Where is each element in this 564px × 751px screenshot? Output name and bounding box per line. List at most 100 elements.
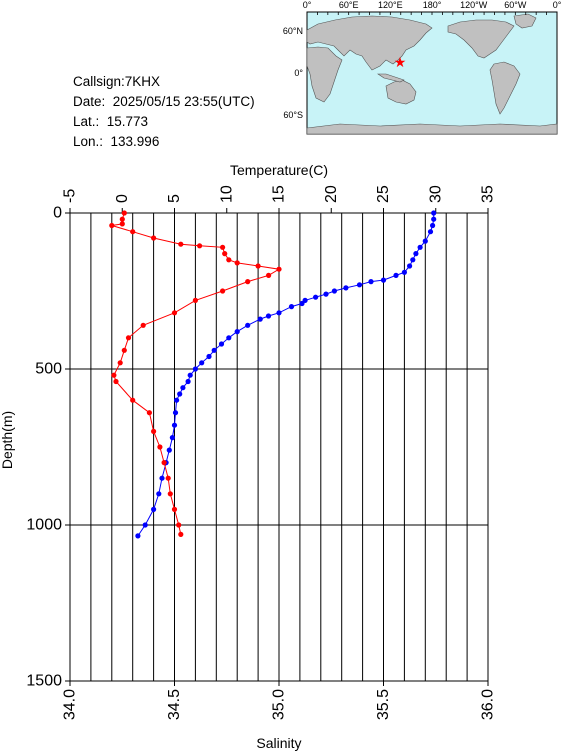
- salinity-point: [171, 506, 178, 512]
- salinity-point: [276, 266, 282, 272]
- temperature-point: [323, 291, 329, 297]
- temperature-tick-label: 15: [271, 185, 288, 203]
- temperature-point: [166, 447, 172, 453]
- depth-axis-title: Depth(m): [0, 411, 15, 469]
- depth-tick-label: 0: [53, 205, 62, 222]
- temperature-point: [245, 322, 251, 328]
- land-south-america: [489, 61, 521, 115]
- salinity-tick-label: 35.0: [271, 689, 288, 720]
- temperature-point: [135, 533, 141, 539]
- land-indonesia: [377, 73, 405, 83]
- temperature-point: [169, 435, 175, 441]
- temperature-tick-label: 0: [114, 194, 131, 203]
- callsign: Callsign:7KHX: [73, 74, 161, 89]
- temperature-point: [410, 257, 416, 263]
- temperature-point: [151, 506, 157, 512]
- temperature-point: [174, 397, 180, 403]
- salinity-point: [121, 210, 127, 216]
- salinity-point: [119, 216, 125, 222]
- temperature-point: [401, 269, 407, 275]
- land-eurasia: [306, 15, 433, 71]
- map-longitude-label: 180°: [423, 0, 442, 10]
- map-longitude-label: 60°W: [504, 0, 527, 10]
- salinity-point: [151, 235, 157, 241]
- salinity-point: [119, 221, 125, 227]
- temperature-point: [413, 251, 419, 257]
- map-latitude-label: 60°N: [283, 26, 303, 36]
- temperature-line: [137, 213, 435, 537]
- temperature-point: [226, 335, 232, 341]
- map-latitude-label: 60°S: [283, 110, 303, 120]
- temperature-point: [265, 313, 272, 319]
- temperature-point: [431, 216, 437, 222]
- salinity-point: [161, 460, 167, 466]
- salinity-tick-label: 34.5: [166, 689, 183, 720]
- temperature-point: [199, 360, 205, 366]
- depth-tick-label: 1500: [26, 673, 62, 690]
- temperature-point: [211, 347, 217, 353]
- temperature-point: [206, 353, 212, 360]
- temperature-point: [427, 229, 434, 235]
- temperature-point: [368, 279, 374, 285]
- depth-tick-label: 1000: [26, 517, 62, 534]
- salinity-point: [171, 310, 178, 316]
- map-longitude-label: 60°E: [339, 0, 359, 10]
- temperature-point: [299, 300, 305, 307]
- chart-grid: [70, 213, 488, 681]
- land-north-america: [447, 19, 515, 59]
- temperature-tick-label: 5: [166, 194, 183, 203]
- temperature-point: [234, 329, 240, 335]
- salinity-point: [157, 444, 163, 450]
- temperature-point: [142, 522, 148, 528]
- depth-axis: 0 500 1000 1500: [26, 205, 70, 690]
- temperature-point: [407, 263, 413, 269]
- temperature-point: [171, 422, 178, 428]
- latitude: Lat.: 15.773: [73, 114, 149, 129]
- land-antarctica: [306, 123, 558, 135]
- salinity-tick-label: 34.0: [62, 689, 79, 720]
- salinity-tick-label: 35.5: [375, 689, 392, 720]
- temperature-point: [356, 282, 363, 288]
- temperature-point: [185, 378, 191, 385]
- temperature-point: [257, 316, 263, 322]
- map-ticks: [306, 12, 558, 15]
- temperature-point: [422, 238, 428, 244]
- temperature-point: [393, 272, 399, 278]
- salinity-point: [151, 428, 157, 434]
- salinity-point: [165, 475, 171, 481]
- date: Date: 2025/05/15 23:55(UTC): [73, 94, 255, 109]
- cast-info: Callsign:7KHX Date: 2025/05/15 23:55(UTC…: [73, 72, 255, 152]
- salinity-point: [113, 378, 119, 385]
- temperature-point: [172, 410, 179, 416]
- profile-series: [109, 210, 437, 539]
- temperature-tick-label: 25: [375, 185, 392, 203]
- salinity-point: [220, 244, 226, 250]
- location-map: 0° 60°E 120°E 180° 120°W 60°W 0° 60°N 0° 60°S ★: [283, 0, 562, 135]
- temperature-point: [431, 210, 437, 216]
- cast-location-marker: ★: [394, 54, 407, 70]
- map-longitude-label: 120°W: [460, 0, 488, 10]
- land-africa: [306, 46, 343, 103]
- temperature-tick-label: 20: [323, 185, 340, 203]
- temperature-point: [417, 244, 423, 250]
- temperature-point: [180, 385, 186, 391]
- salinity-point: [266, 272, 272, 278]
- land-greenland: [513, 13, 537, 29]
- salinity-point: [178, 531, 184, 538]
- salinity-point: [146, 410, 152, 416]
- temperature-point: [276, 310, 282, 316]
- salinity-point: [130, 397, 136, 403]
- depth-tick-label: 500: [35, 361, 62, 378]
- salinity-point: [178, 241, 184, 247]
- salinity-point: [130, 229, 136, 235]
- temperature-point: [288, 304, 295, 310]
- salinity-point: [222, 251, 228, 257]
- temperature-point: [380, 277, 387, 283]
- salinity-point: [220, 288, 226, 294]
- salinity-point: [109, 222, 115, 229]
- map-longitude-label: 0°: [303, 0, 312, 10]
- salinity-point: [192, 297, 198, 303]
- temperature-point: [218, 341, 225, 347]
- temperature-point: [313, 294, 319, 300]
- salinity-point: [125, 335, 132, 341]
